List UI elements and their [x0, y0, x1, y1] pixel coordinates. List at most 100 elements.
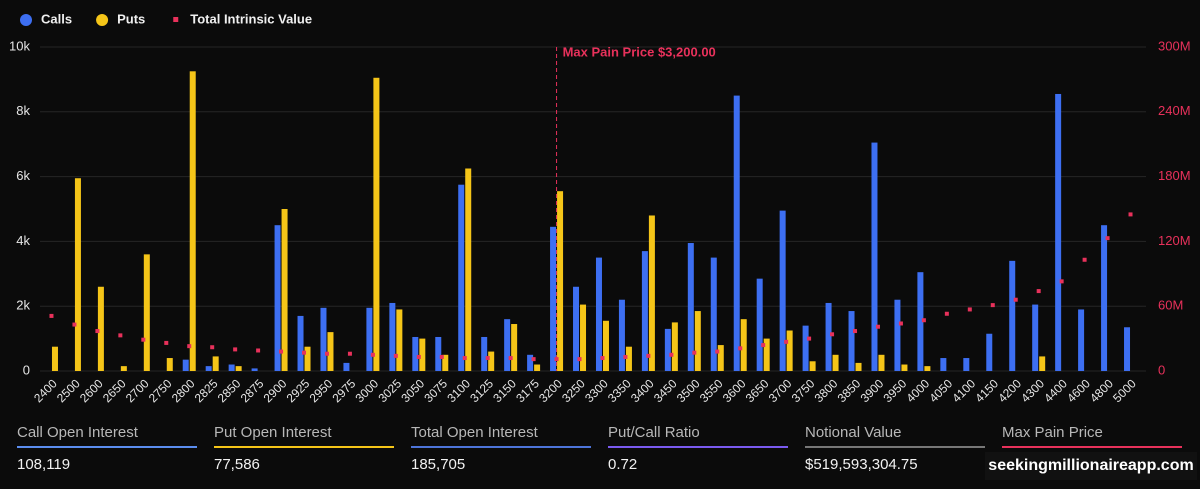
- bar: [878, 354, 885, 371]
- x-tick-label: 3050: [398, 376, 427, 405]
- x-tick-label: 4000: [903, 376, 932, 405]
- bar: [442, 354, 449, 371]
- point: [921, 318, 926, 323]
- point: [256, 348, 261, 353]
- x-tick-label: 2800: [169, 376, 198, 405]
- x-tick-label: 3900: [858, 376, 887, 405]
- bar: [924, 366, 931, 371]
- x-tick-label: 3850: [835, 376, 864, 405]
- y-tick-label: 10k: [9, 38, 30, 53]
- bar: [832, 354, 839, 371]
- y-tick-label: 8k: [16, 103, 30, 118]
- y-tick-label: 4k: [16, 233, 30, 248]
- x-tick-label: 4800: [1087, 376, 1116, 405]
- point: [164, 340, 169, 345]
- legend-marker: [20, 14, 32, 26]
- bar: [74, 178, 81, 371]
- stat-item: Notional Value $519,593,304.75: [805, 424, 985, 473]
- x-tick-label: 2400: [31, 376, 60, 405]
- x-tick-label: 3500: [674, 376, 703, 405]
- x-tick-label: 2875: [238, 376, 267, 405]
- point: [784, 339, 789, 344]
- stat-underline: [608, 446, 788, 448]
- stat-underline: [411, 446, 591, 448]
- point: [761, 343, 766, 348]
- bar: [825, 302, 832, 371]
- x-tick-label: 3000: [352, 376, 381, 405]
- point: [1105, 236, 1110, 241]
- x-tick-label: 2975: [330, 376, 359, 405]
- x-tick-label: 3800: [812, 376, 841, 405]
- bar: [1101, 225, 1108, 371]
- point: [118, 333, 123, 338]
- stat-value: 185,705: [411, 456, 466, 473]
- bar: [1124, 327, 1131, 371]
- bar: [435, 336, 442, 371]
- bar: [389, 302, 396, 371]
- stat-value: 108,119: [17, 456, 71, 473]
- x-tick-label: 4150: [972, 376, 1001, 405]
- y-tick-label: 2k: [16, 298, 30, 313]
- point: [462, 356, 467, 361]
- bar: [557, 191, 564, 371]
- point: [416, 354, 421, 359]
- bar: [641, 251, 648, 371]
- x-tick-label: 4050: [926, 376, 955, 405]
- x-tick-label: 3175: [513, 376, 542, 405]
- bar: [366, 307, 373, 371]
- bar: [1009, 260, 1016, 371]
- bar: [511, 324, 518, 371]
- bar: [396, 309, 403, 371]
- bar: [465, 168, 472, 371]
- point: [347, 351, 352, 356]
- point: [830, 332, 835, 337]
- bar: [786, 330, 793, 371]
- bar: [894, 299, 901, 371]
- point: [72, 322, 77, 327]
- legend-label: Puts: [117, 11, 145, 26]
- bar: [182, 359, 189, 371]
- bar: [618, 299, 625, 371]
- stat-item: Put/Call Ratio 0.72: [608, 424, 788, 473]
- point: [370, 352, 375, 357]
- x-tick-label: 2500: [54, 376, 83, 405]
- stat-underline: [1002, 446, 1182, 448]
- point: [233, 347, 238, 352]
- bar: [166, 358, 173, 371]
- stat-label: Put Open Interest: [214, 424, 332, 441]
- bar: [901, 364, 908, 371]
- bar: [297, 315, 304, 371]
- bar: [848, 311, 855, 371]
- bar: [419, 338, 426, 371]
- point: [485, 356, 490, 361]
- point: [531, 357, 536, 362]
- bar: [710, 257, 717, 371]
- bar: [550, 226, 557, 371]
- bar: [1032, 304, 1039, 371]
- x-tick-label: 3075: [421, 376, 450, 405]
- y-tick-label: 6k: [16, 168, 30, 183]
- x-tick-label: 3450: [651, 376, 680, 405]
- bar: [412, 336, 419, 371]
- bar: [963, 358, 970, 371]
- point: [738, 346, 743, 351]
- point: [187, 344, 192, 349]
- bar: [51, 346, 58, 371]
- watermark: seekingmillionaireapp.com: [985, 452, 1197, 480]
- legend-marker: [96, 14, 109, 26]
- y2-tick-label: 240M: [1158, 103, 1191, 118]
- point: [49, 313, 54, 318]
- bar: [304, 346, 311, 371]
- point: [898, 321, 903, 326]
- bar: [504, 319, 511, 371]
- x-tick-label: 2750: [146, 376, 175, 405]
- stat-value: 77,586: [214, 456, 260, 473]
- y2-tick-label: 60M: [1158, 298, 1183, 313]
- bar: [212, 356, 219, 371]
- bar: [602, 320, 609, 371]
- point: [141, 337, 146, 342]
- x-tick-label: 5000: [1110, 376, 1139, 405]
- bar: [809, 361, 816, 371]
- x-tick-label: 2925: [284, 376, 313, 405]
- chart: 0 2k 4k 6k 8k 10k 0 60M 120M 180M 240M 300M Max Pain…: [9, 11, 1191, 405]
